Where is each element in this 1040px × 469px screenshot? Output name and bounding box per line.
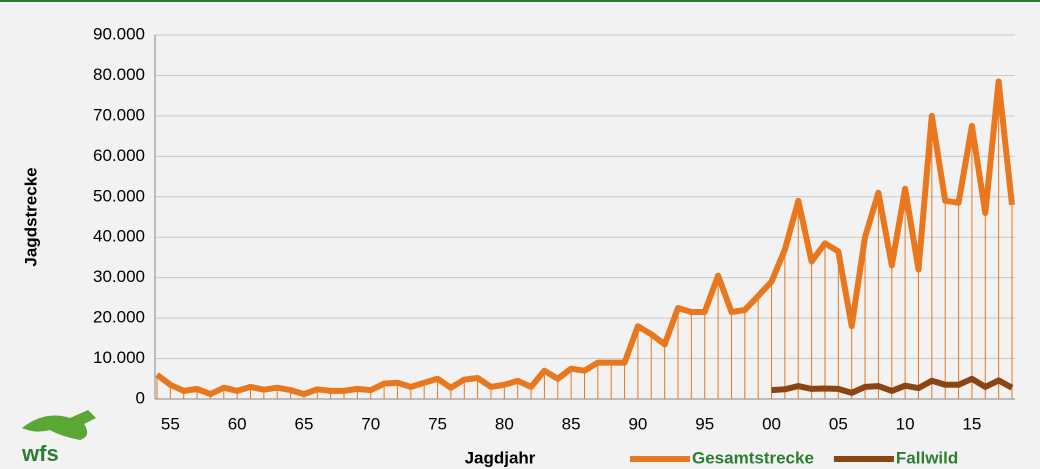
x-tick-label: 60 <box>228 414 247 433</box>
y-tick-label: 70.000 <box>93 105 145 124</box>
legend-label: Gesamtstrecke <box>692 448 814 467</box>
y-tick-label: 30.000 <box>93 267 145 286</box>
x-tick-label: 85 <box>562 414 581 433</box>
series-line <box>771 375 1014 396</box>
x-tick-label: 00 <box>762 414 781 433</box>
y-tick-label: 40.000 <box>93 227 145 246</box>
x-tick-label: 65 <box>294 414 313 433</box>
y-tick-label: 10.000 <box>93 348 145 367</box>
legend: Gesamtstrecke Fallwild <box>630 448 958 467</box>
logo-hare <box>22 410 96 440</box>
logo-text: wfs <box>21 441 59 466</box>
y-tick-label: 0 <box>136 388 145 407</box>
legend-label: Fallwild <box>896 448 958 467</box>
y-tick-label: 50.000 <box>93 186 145 205</box>
y-tick-label: 60.000 <box>93 146 145 165</box>
x-tick-label: 15 <box>962 414 981 433</box>
x-tick-label: 80 <box>495 414 514 433</box>
series-line <box>155 78 1015 398</box>
x-tick-label: 95 <box>695 414 714 433</box>
logo: wfs <box>21 410 96 466</box>
y-tick-label: 80.000 <box>93 65 145 84</box>
x-tick-label: 10 <box>896 414 915 433</box>
y-tick-label: 90.000 <box>93 24 145 43</box>
x-tick-label: 90 <box>628 414 647 433</box>
x-tick-label: 75 <box>428 414 447 433</box>
y-tick-label: 20.000 <box>93 308 145 327</box>
x-axis-title: Jagdjahr <box>465 448 536 467</box>
x-tick-label: 05 <box>829 414 848 433</box>
y-axis-title: Jagdstrecke <box>21 167 40 266</box>
x-tick-label: 55 <box>161 414 180 433</box>
x-tick-label: 70 <box>361 414 380 433</box>
